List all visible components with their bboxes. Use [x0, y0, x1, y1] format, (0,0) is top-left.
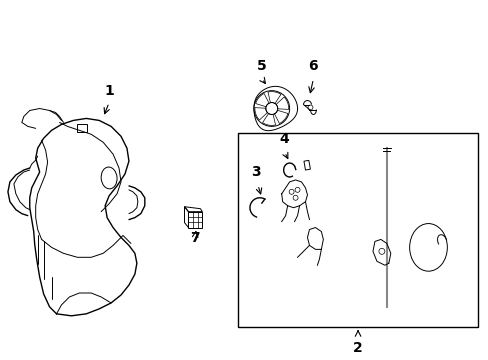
- Bar: [304, 160, 310, 170]
- Text: 5: 5: [257, 59, 266, 73]
- Text: 3: 3: [250, 165, 260, 179]
- Bar: [77, 125, 87, 132]
- Text: 6: 6: [308, 59, 318, 73]
- Bar: [188, 212, 202, 228]
- Text: 7: 7: [190, 231, 200, 246]
- Text: 2: 2: [352, 341, 362, 355]
- Text: 4: 4: [279, 132, 289, 146]
- Bar: [238, 133, 477, 327]
- Text: 1: 1: [104, 84, 114, 98]
